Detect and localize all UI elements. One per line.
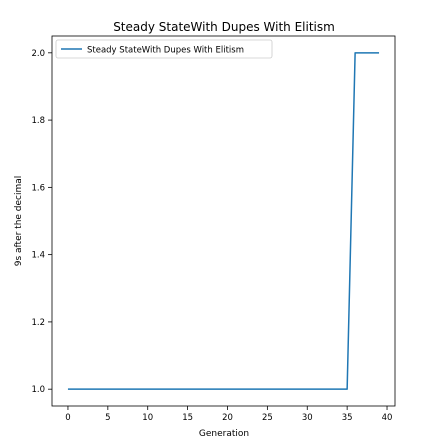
x-tick-label: 40	[382, 413, 393, 423]
y-tick-label: 1.0	[31, 385, 45, 395]
plot-area	[51, 35, 396, 407]
x-tick-label: 20	[222, 413, 233, 423]
x-axis-ticks: 0 5 10 15 20 25 30 35 40	[65, 406, 392, 423]
y-tick-label: 1.4	[31, 251, 45, 261]
series-line-0	[67, 52, 380, 390]
x-tick-label: 35	[342, 413, 353, 423]
x-tick-label: 15	[182, 413, 193, 423]
legend-label: Steady StateWith Dupes With Elitism	[87, 46, 244, 56]
x-tick-label: 10	[142, 413, 153, 423]
legend-box	[55, 39, 273, 59]
y-tick-label: 1.8	[31, 116, 45, 126]
legend: Steady StateWith Dupes With Elitism	[55, 39, 273, 59]
y-tick-label: 1.2	[31, 318, 45, 328]
chart-title: Steady StateWith Dupes With Elitism	[113, 20, 335, 34]
y-axis-ticks: 1.0 1.2 1.4 1.6 1.8 2.0	[31, 49, 52, 395]
series-layer	[67, 52, 380, 390]
y-tick-label: 2.0	[31, 49, 45, 59]
x-tick-label: 30	[302, 413, 313, 423]
x-tick-label: 5	[105, 413, 110, 423]
x-axis-label: Generation	[199, 429, 249, 439]
x-tick-label: 0	[65, 413, 70, 423]
y-axis-label: 9s after the decimal	[14, 176, 24, 267]
x-tick-label: 25	[262, 413, 273, 423]
y-tick-label: 1.6	[31, 183, 45, 193]
